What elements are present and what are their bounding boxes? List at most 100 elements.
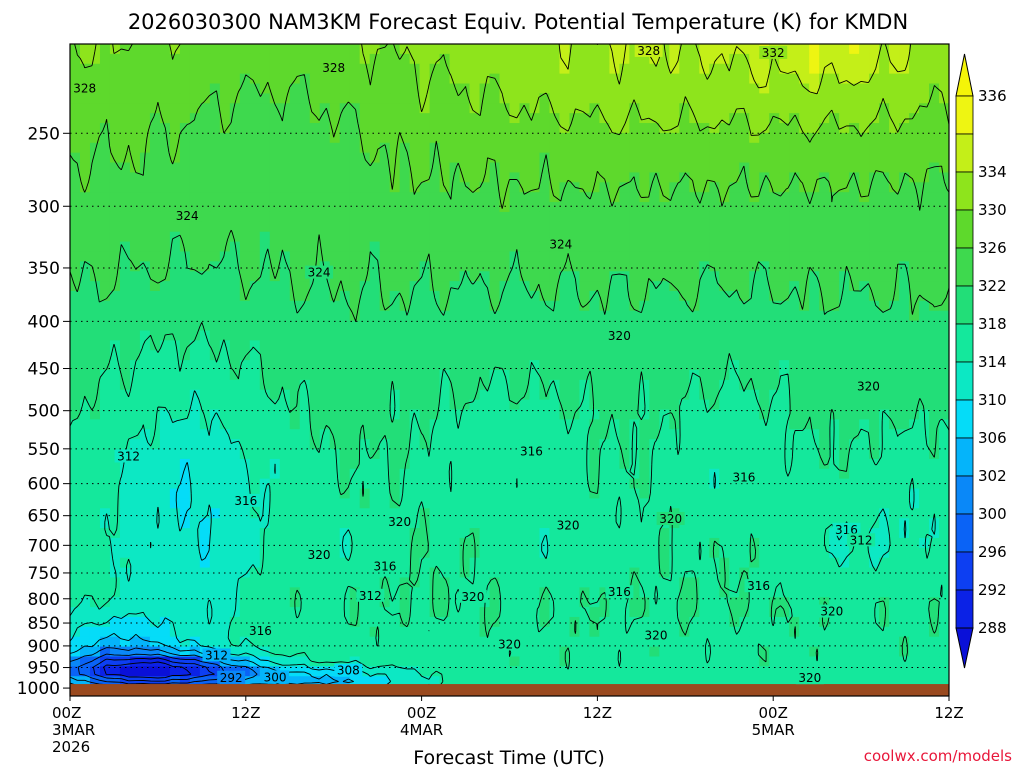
field-cell <box>219 419 231 430</box>
field-cell <box>429 221 441 233</box>
field-cell <box>149 320 161 332</box>
field-cell <box>929 53 940 65</box>
field-cell <box>279 577 291 588</box>
field-cell <box>699 211 710 223</box>
field-cell <box>139 83 151 94</box>
field-cell <box>209 330 221 341</box>
field-cell <box>99 152 111 164</box>
field-cell <box>489 597 501 608</box>
field-cell <box>249 93 261 104</box>
field-cell <box>669 123 680 134</box>
field-cell <box>479 53 491 65</box>
field-cell <box>869 113 880 124</box>
field-cell <box>679 63 690 75</box>
field-cell <box>119 468 131 480</box>
field-cell <box>699 320 710 332</box>
field-cell <box>339 221 351 233</box>
field-cell <box>569 113 581 124</box>
field-cell <box>229 182 241 193</box>
field-cell <box>589 468 600 480</box>
field-cell <box>929 73 940 85</box>
field-cell <box>169 468 181 480</box>
field-cell <box>179 261 191 272</box>
field-cell <box>449 63 461 75</box>
field-cell <box>819 498 830 509</box>
field-cell <box>359 231 371 243</box>
field-cell <box>779 113 790 124</box>
field-cell <box>599 350 610 361</box>
field-cell <box>809 340 820 351</box>
field-cell <box>169 528 181 539</box>
field-cell <box>549 271 561 282</box>
field-cell <box>119 370 131 381</box>
field-cell <box>309 350 321 361</box>
field-cell <box>889 350 900 361</box>
field-cell <box>529 93 541 104</box>
field-cell <box>489 350 501 361</box>
field-cell <box>70 458 81 470</box>
field-cell <box>259 350 271 361</box>
field-cell <box>109 508 121 519</box>
field-cell <box>549 399 561 411</box>
field-cell <box>919 360 930 371</box>
field-cell <box>609 211 620 223</box>
field-cell <box>79 587 91 598</box>
field-cell <box>449 221 461 233</box>
field-cell <box>589 478 600 490</box>
field-cell <box>629 162 640 174</box>
field-cell <box>199 429 211 440</box>
field-cell <box>509 152 521 164</box>
field-cell <box>399 567 411 579</box>
field-cell <box>759 261 770 272</box>
field-cell <box>559 429 571 440</box>
field-cell <box>929 231 940 243</box>
field-cell <box>639 123 650 134</box>
field-cell <box>769 528 780 539</box>
field-cell <box>179 310 191 322</box>
field-cell <box>189 449 201 460</box>
field-cell <box>669 132 680 144</box>
field-cell <box>219 498 231 509</box>
field-cell <box>449 211 461 223</box>
field-cell <box>709 132 720 144</box>
field-cell <box>469 113 481 124</box>
field-cell <box>829 587 840 598</box>
field-cell <box>929 429 940 440</box>
field-cell <box>309 399 321 411</box>
field-cell <box>829 300 840 312</box>
field-cell <box>449 528 461 539</box>
field-cell <box>579 537 591 549</box>
field-cell <box>539 113 551 124</box>
field-cell <box>789 419 800 430</box>
field-cell <box>269 172 281 183</box>
field-cell <box>879 340 890 351</box>
field-cell <box>229 508 241 519</box>
field-cell <box>869 439 880 450</box>
field-cell <box>909 211 920 223</box>
field-cell <box>729 123 740 134</box>
field-cell <box>659 449 670 460</box>
field-cell <box>799 192 810 203</box>
field-cell <box>549 172 561 183</box>
field-cell <box>889 449 900 460</box>
field-cell <box>349 587 361 598</box>
field-cell <box>819 261 830 272</box>
field-cell <box>209 458 221 470</box>
field-cell <box>659 439 670 450</box>
field-cell <box>519 370 531 381</box>
field-cell <box>349 261 361 272</box>
field-cell <box>259 518 271 529</box>
field-cell <box>349 370 361 381</box>
field-cell <box>929 360 940 371</box>
field-cell <box>119 192 131 203</box>
field-cell <box>859 360 870 371</box>
field-cell <box>139 211 151 223</box>
field-cell <box>939 389 949 401</box>
field-cell <box>849 202 860 213</box>
field-cell <box>919 508 930 519</box>
field-cell <box>279 241 291 253</box>
field-cell <box>70 241 81 253</box>
field-cell <box>209 557 221 569</box>
field-cell <box>689 152 700 164</box>
field-cell <box>759 429 770 440</box>
